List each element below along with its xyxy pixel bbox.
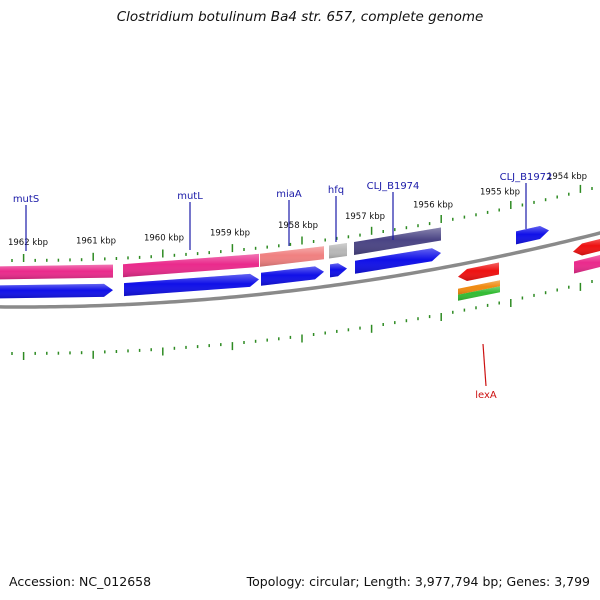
- gene-lexA-shading: [458, 262, 499, 281]
- scale-ticks-bottom: [11, 280, 593, 360]
- scale-label: 1958 kbp: [278, 221, 318, 231]
- scale-label: 1961 kbp: [76, 237, 116, 247]
- scale-label: 1956 kbp: [413, 201, 453, 211]
- gene-label: mutL: [177, 191, 203, 202]
- gene-label: CLJ_B1974: [367, 181, 420, 192]
- gene-label: mutS: [13, 194, 39, 205]
- gene-reverse-pink-shading: [574, 254, 600, 274]
- gene-label: CLJ_B1972: [500, 172, 553, 183]
- scale-labels: 1962 kbp 1961 kbp 1960 kbp 1959 kbp 1958 kbp…: [8, 172, 587, 248]
- scale-label: 1960 kbp: [144, 233, 184, 243]
- scale-ticks-top: [11, 184, 593, 262]
- genome-summary-text: Topology: circular; Length: 3,977,794 bp…: [246, 574, 590, 589]
- map-title: Clostridium botulinum Ba4 str. 657, comp…: [116, 9, 484, 25]
- genome-backbone: [0, 231, 600, 309]
- gene-CLJ_B1974-shading: [354, 227, 441, 255]
- gene-mutS-shading: [0, 264, 113, 280]
- feature-orange-shading: [458, 280, 500, 295]
- cds-arrow-shading: [261, 266, 324, 286]
- scale-label: 1957 kbp: [345, 212, 385, 222]
- gene-features: [0, 226, 600, 301]
- cds-arrow-shading: [124, 273, 259, 297]
- gene-miaA-shading: [260, 246, 324, 267]
- scale-label: 1955 kbp: [480, 187, 520, 197]
- feature-green-shading: [458, 286, 500, 301]
- cds-arrow-shading: [330, 263, 347, 278]
- gene-label: hfq: [328, 185, 344, 196]
- scale-label: 1954 kbp: [547, 172, 587, 182]
- gene-label: miaA: [276, 189, 302, 200]
- cds-arrow-shading: [0, 283, 113, 299]
- gene-callouts: mutS mutL miaA hfq CLJ_B1974 CLJ_B1972 lexA: [13, 172, 553, 401]
- gene-reverse-shading: [573, 238, 600, 256]
- gene-mutL-shading: [123, 253, 259, 278]
- gene-hfq-shading: [329, 243, 347, 259]
- cds-arrow-shading: [516, 226, 549, 245]
- callout-line: [482, 343, 487, 387]
- gene-label: lexA: [475, 390, 497, 401]
- accession-text: Accession: NC_012658: [9, 574, 152, 589]
- cds-arrow-shading: [355, 248, 441, 274]
- scale-label: 1962 kbp: [8, 238, 48, 248]
- scale-label: 1959 kbp: [210, 228, 250, 238]
